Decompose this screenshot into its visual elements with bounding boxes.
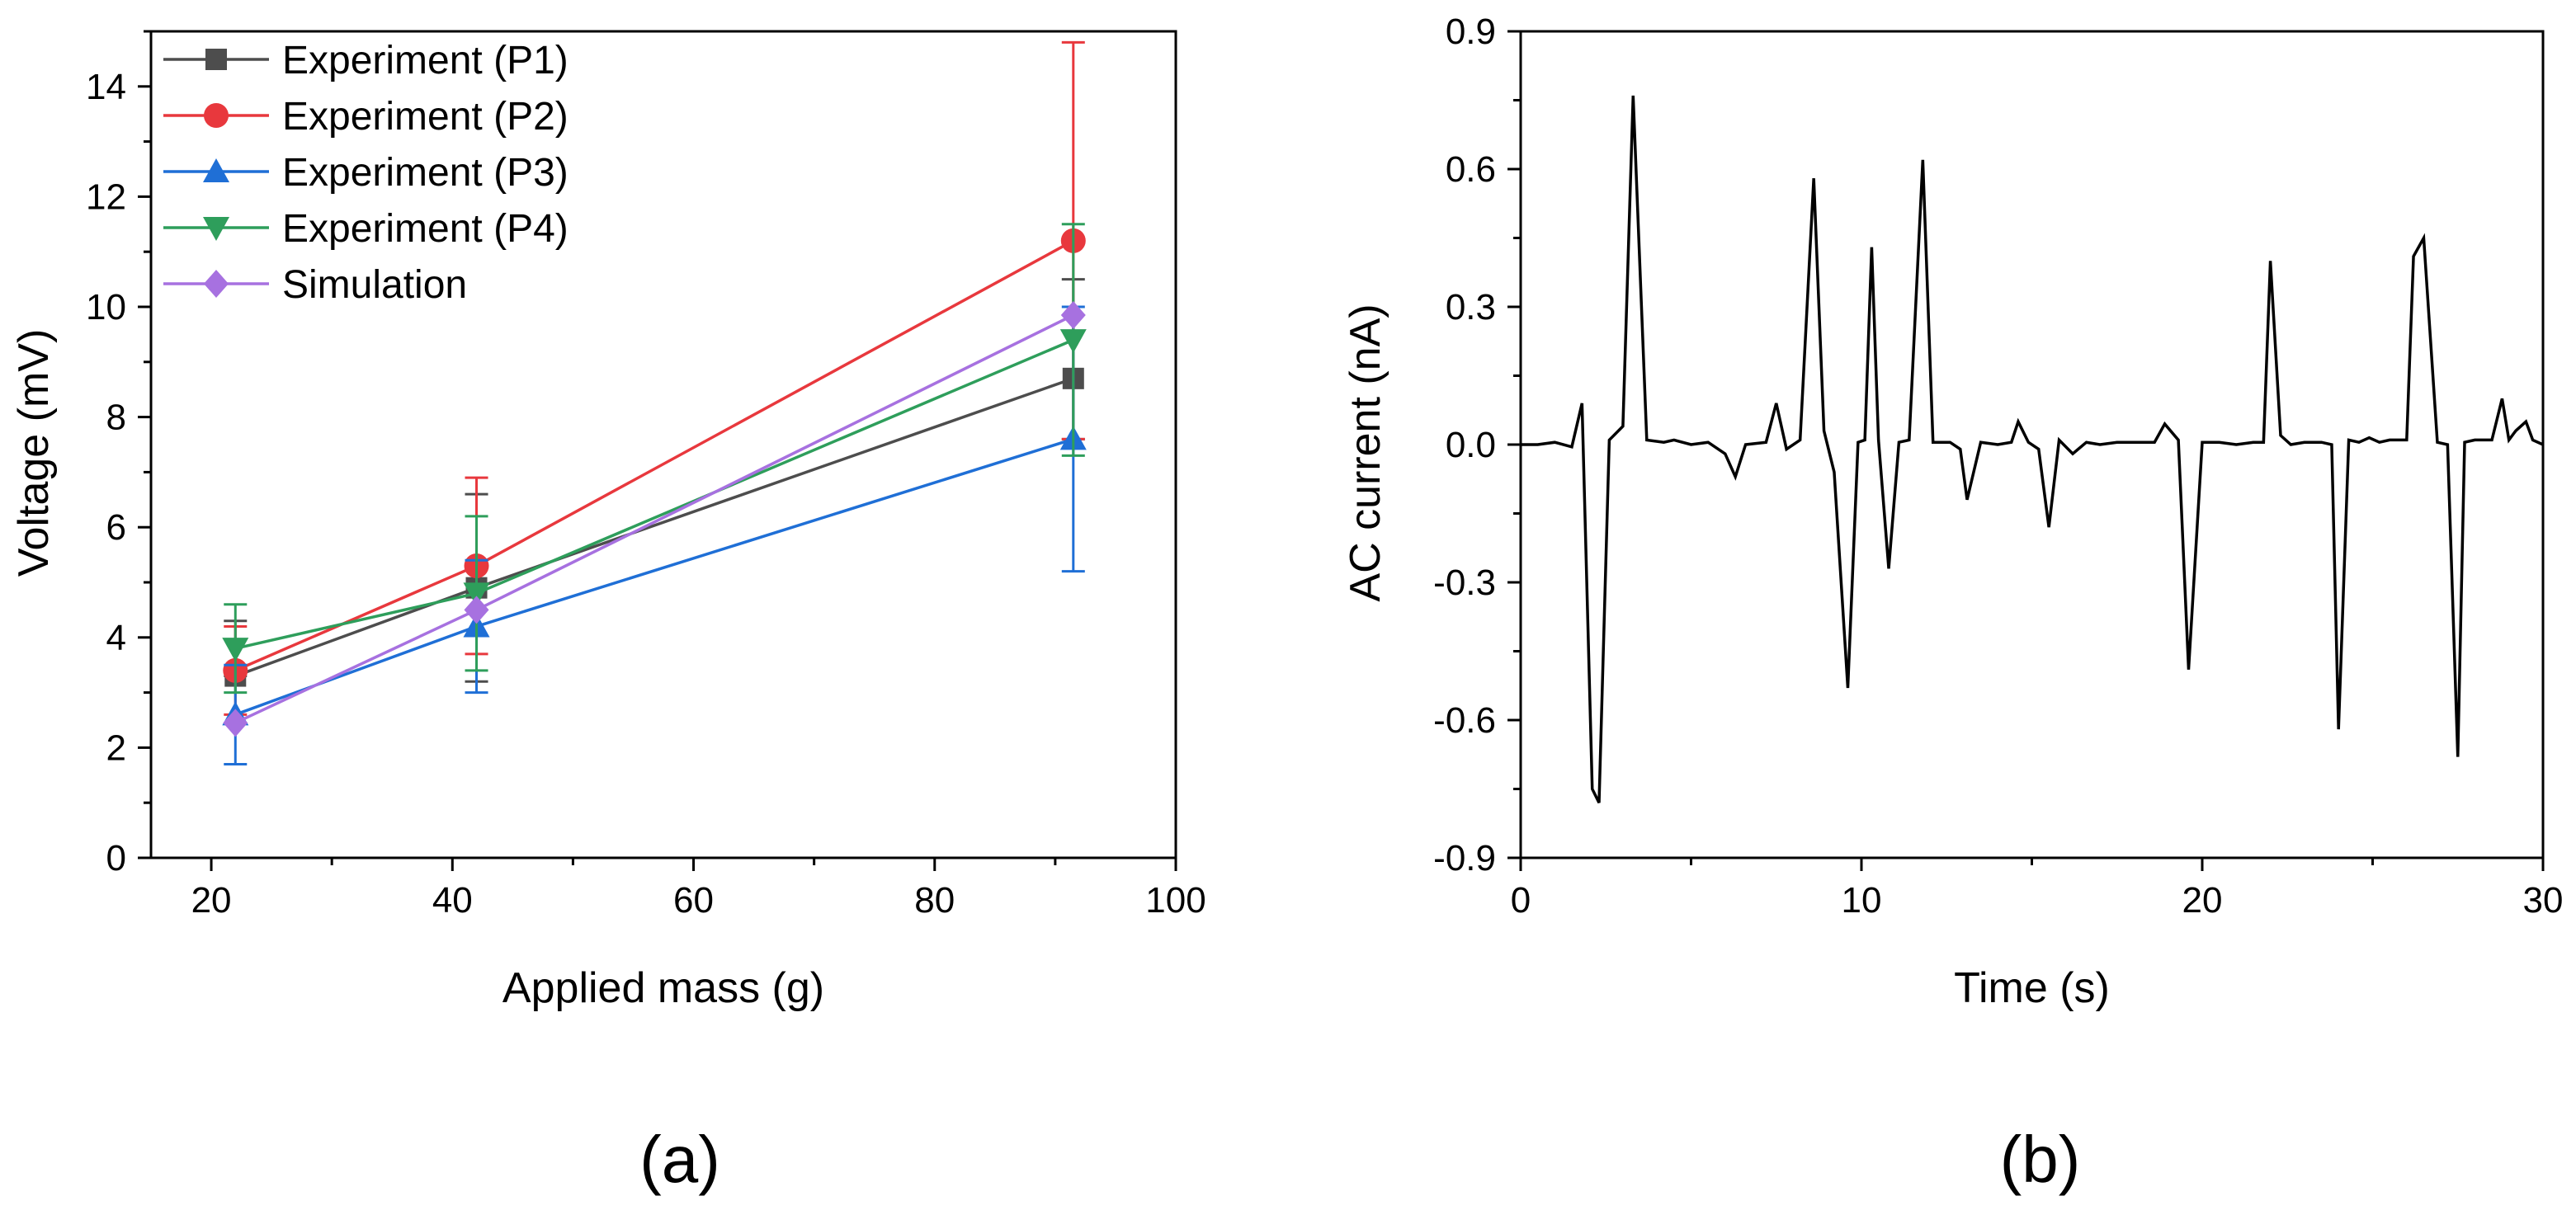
data-point — [1059, 329, 1087, 354]
x-tick-label: 20 — [2182, 880, 2223, 921]
legend-item: Experiment (P2) — [163, 95, 569, 139]
legend-item: Experiment (P1) — [163, 39, 569, 82]
legend-label: Experiment (P1) — [282, 39, 569, 82]
x-axis-title: Time (s) — [1954, 964, 2110, 1012]
x-tick-label: 40 — [432, 880, 473, 921]
legend-item: Simulation — [163, 263, 467, 307]
y-tick-label: 2 — [106, 728, 126, 768]
y-tick-label: 12 — [86, 177, 126, 217]
legend-swatch-marker — [204, 270, 229, 298]
y-tick-label: 0.3 — [1446, 287, 1496, 327]
y-tick-label: 0.9 — [1446, 12, 1496, 52]
x-tick-label: 100 — [1145, 880, 1205, 921]
series-line — [234, 377, 1074, 678]
legend-swatch-marker — [204, 103, 229, 128]
y-tick-label: 8 — [106, 398, 126, 438]
legend-label: Experiment (P3) — [282, 151, 569, 195]
series-experiment-p2- — [223, 40, 1086, 716]
series-line — [234, 338, 1074, 650]
y-tick-label: -0.9 — [1433, 838, 1496, 878]
legend-item: Experiment (P4) — [163, 207, 569, 251]
x-tick-label: 10 — [1842, 880, 1882, 921]
y-tick-label: 4 — [106, 618, 126, 658]
data-point — [223, 709, 248, 737]
plot-frame — [149, 30, 1177, 859]
x-tick-label: 30 — [2523, 880, 2564, 921]
legend-swatch-marker — [203, 217, 229, 241]
series-experiment-p3- — [222, 305, 1087, 765]
y-tick-label: -0.6 — [1433, 700, 1496, 741]
panel-caption: (a) — [639, 1123, 720, 1196]
series-experiment-p4- — [222, 223, 1087, 695]
x-tick-label: 60 — [673, 880, 714, 921]
y-tick-label: 0.0 — [1446, 425, 1496, 465]
y-tick-label: 14 — [86, 67, 126, 107]
x-tick-label: 20 — [191, 880, 232, 921]
legend-swatch-marker — [205, 49, 227, 70]
y-tick-label: 10 — [86, 287, 126, 327]
y-tick-label: 0.6 — [1446, 149, 1496, 190]
legend-swatch-marker — [203, 158, 229, 182]
panel-a: 20 40 60 80 100 0 2 4 6 8 10 12 14 Applied mass (g) Vo… — [10, 30, 1206, 1196]
y-tick-label: -0.3 — [1433, 563, 1496, 603]
x-tick-label: 0 — [1511, 880, 1531, 921]
y-tick-label: 0 — [106, 838, 126, 878]
series-line — [234, 437, 1074, 716]
y-tick-label: 6 — [106, 507, 126, 548]
x-tick-label: 80 — [914, 880, 955, 921]
series-simulation — [223, 301, 1086, 737]
panel-caption: (b) — [2000, 1123, 2081, 1196]
x-axis-title: Applied mass (g) — [502, 964, 824, 1012]
data-point — [222, 638, 249, 662]
y-axis-title: Voltage (mV) — [10, 329, 58, 577]
legend-item: Experiment (P3) — [163, 151, 569, 195]
series-experiment-p1- — [224, 278, 1085, 687]
data-point — [1060, 301, 1086, 330]
y-axis-title: AC current (nA) — [1342, 304, 1389, 601]
data-point — [464, 596, 489, 624]
legend: Experiment (P1) Experiment (P2) Experiment… — [163, 39, 569, 307]
panel-b: 0 10 20 30 -0.9 -0.6 -0.3 0.0 0.3 0.6 0.9 Time (s) A… — [1342, 12, 2563, 1196]
legend-label: Experiment (P4) — [282, 207, 569, 251]
legend-label: Experiment (P2) — [282, 95, 569, 139]
legend-label: Simulation — [282, 263, 467, 307]
data-point — [463, 582, 490, 607]
series-line-ac-current — [1521, 95, 2544, 803]
